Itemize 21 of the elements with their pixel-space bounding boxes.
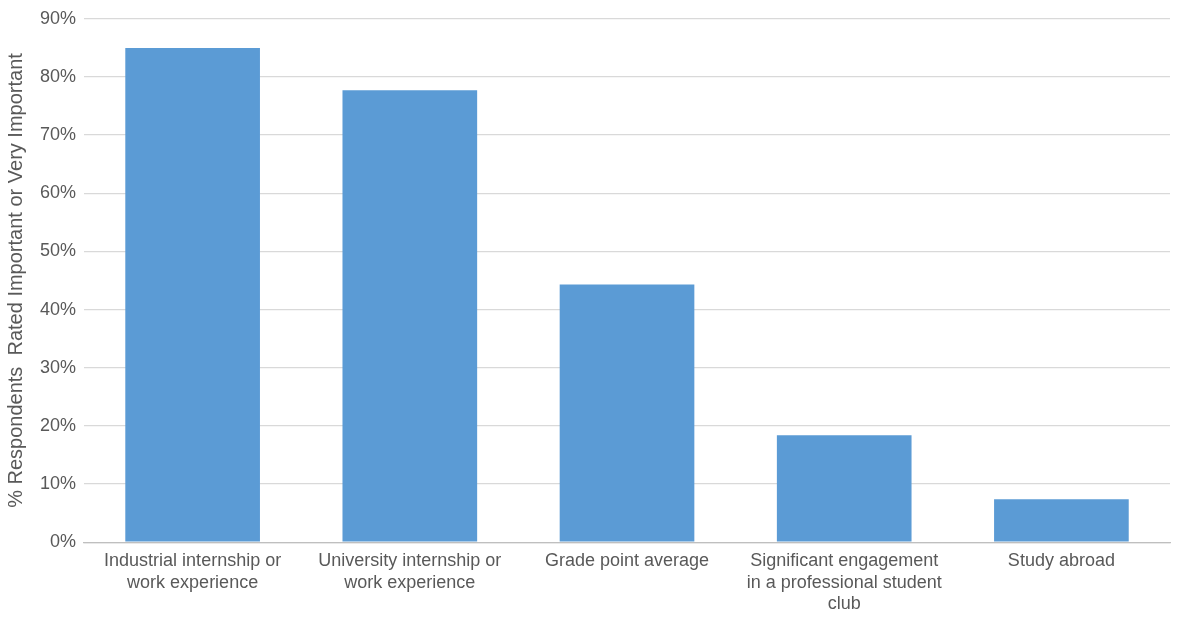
x-tick-label: Study abroad — [1007, 549, 1115, 570]
y-tick-label: 70% — [40, 124, 77, 145]
bar — [776, 435, 912, 542]
y-tick-label: 20% — [40, 414, 77, 435]
y-tick-label: 50% — [40, 240, 77, 261]
y-tick-label: 30% — [40, 356, 77, 377]
y-tick-label: 10% — [40, 473, 77, 494]
x-tick-label: Significant engagement in a professional student club — [746, 549, 942, 614]
x-tick-label: University internship or work experience — [318, 549, 502, 592]
y-tick-label: 90% — [40, 7, 77, 28]
bar — [342, 90, 478, 542]
y-tick-label: 0% — [50, 531, 77, 552]
y-axis-title: % Respondents Rated Important or Very Important — [3, 52, 26, 508]
bar — [559, 284, 695, 542]
bar — [125, 47, 260, 542]
y-tick-label: 40% — [40, 298, 77, 319]
x-tick-label: Grade point average — [544, 549, 710, 570]
y-tick-label: 60% — [40, 182, 77, 203]
bar — [994, 499, 1129, 542]
y-tick-label: 80% — [40, 65, 77, 86]
x-tick-label: Industrial internship or work experience — [104, 549, 282, 592]
